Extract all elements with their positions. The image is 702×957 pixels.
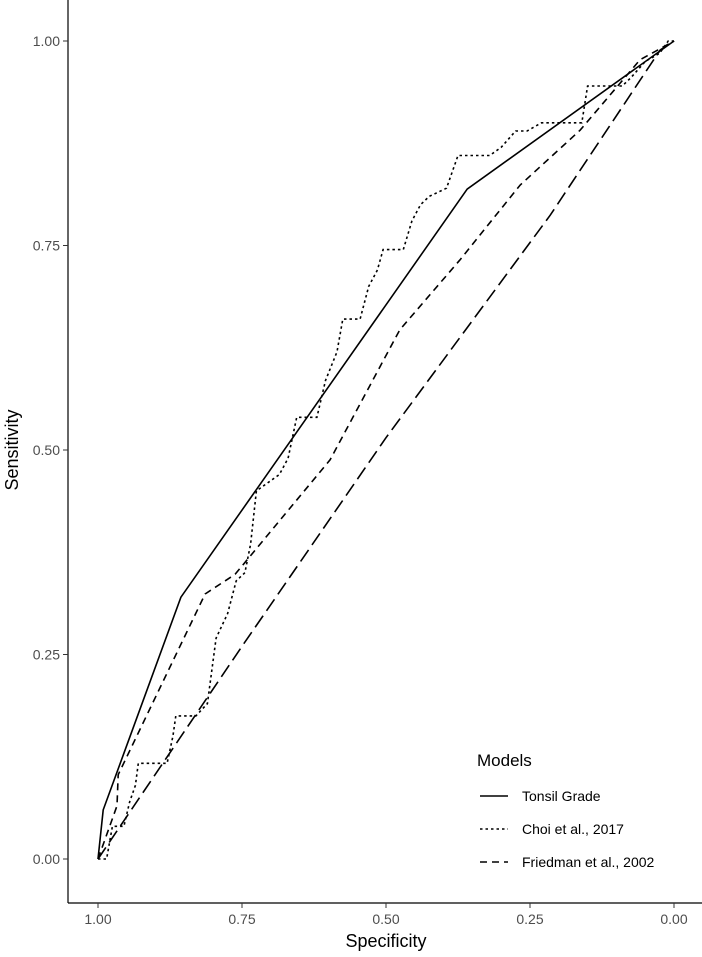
legend-label: Tonsil Grade [522,788,601,804]
series-line-tonsil-grade [97,40,675,860]
x-tick-label: 1.00 [84,911,111,927]
legend: Models Tonsil Grade Choi et al., 2017 Frie… [477,751,655,870]
axes [67,0,702,904]
y-axis-title: Sensitivity [2,409,22,490]
x-axis-title: Specificity [345,931,426,951]
y-tick-label: 1.00 [33,33,60,49]
x-tick-label: 0.00 [660,911,687,927]
y-tick-label: 0.50 [33,442,60,458]
x-tick-label: 0.50 [372,911,399,927]
series-line-unnamed-3 [97,40,675,860]
series-line-choi-et-al-2017 [98,40,674,860]
y-tick-label: 0.25 [33,647,60,663]
series-line-friedman-et-al-2002 [97,40,675,860]
y-tick-label: 0.75 [33,238,60,254]
x-tick-label: 0.75 [228,911,255,927]
y-tick-label: 0.00 [33,851,60,867]
legend-title: Models [477,751,532,770]
x-tick-label: 0.25 [516,911,543,927]
legend-label: Friedman et al., 2002 [522,854,655,870]
legend-label: Choi et al., 2017 [522,821,624,837]
